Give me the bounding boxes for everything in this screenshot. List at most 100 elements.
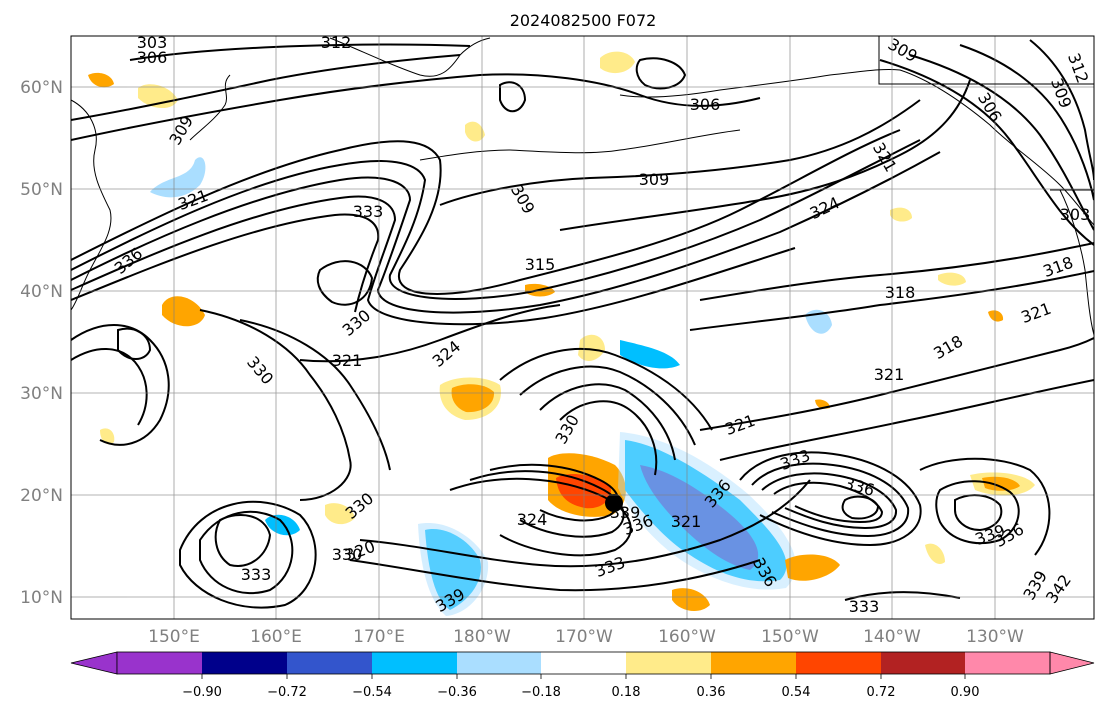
contour-line xyxy=(214,514,272,567)
colorbar: −0.90 −0.72 −0.54 −0.36 −0.18 0.18 0.36 … xyxy=(70,651,1095,700)
colorbar-extend-low xyxy=(70,651,118,675)
contour-label: 333 xyxy=(849,597,880,616)
latitude-labels: 60°N 50°N 40°N 30°N 20°N 10°N xyxy=(20,78,63,608)
contour-line xyxy=(699,242,1094,301)
cold-anomaly-west-halo xyxy=(418,522,489,616)
contour-line xyxy=(1029,39,1094,181)
coastlines xyxy=(71,37,1094,336)
cold-anomaly-outline xyxy=(618,432,796,590)
cyclone-center-marker xyxy=(605,494,623,512)
contour-line xyxy=(959,44,1094,201)
lat-label: 20°N xyxy=(20,486,63,506)
contour-line xyxy=(719,379,1094,461)
lon-label: 140°W xyxy=(863,627,921,647)
contour-line xyxy=(117,327,152,360)
contour-line xyxy=(71,73,761,141)
contour-line xyxy=(71,324,170,446)
lat-label: 10°N xyxy=(20,588,63,608)
shaded-anomaly-fields xyxy=(88,51,1035,616)
warm-anomaly-alaska xyxy=(600,51,635,74)
contour-line xyxy=(559,400,658,476)
map-panel xyxy=(70,35,1095,620)
lon-label: 150°W xyxy=(761,627,819,647)
contour-label: 303 xyxy=(1060,205,1091,224)
contour-line xyxy=(316,260,374,306)
colorbar-bin xyxy=(541,652,626,674)
warm-anomaly-small-5 xyxy=(925,543,945,565)
contour-line xyxy=(239,319,391,471)
contour-line xyxy=(359,479,811,568)
contour-line xyxy=(635,57,687,90)
warm-anomaly-small-6 xyxy=(100,428,115,445)
contour-line xyxy=(919,457,1051,556)
contour-label: 303 xyxy=(137,33,168,52)
warm-anomaly-small-2 xyxy=(465,121,485,142)
contour-line xyxy=(199,510,294,595)
contour-label: 330 xyxy=(332,545,363,564)
cold-anomaly-north xyxy=(150,157,206,198)
contour-line xyxy=(439,99,921,206)
colorbar-bin xyxy=(796,652,881,674)
contour-label: 321 xyxy=(332,351,363,370)
lon-label: 180°W xyxy=(453,627,511,647)
colorbar-tick-label: −0.54 xyxy=(352,685,392,700)
colorbar-tick-label: 0.18 xyxy=(612,685,641,700)
contour-line xyxy=(699,337,1094,431)
contour-line xyxy=(909,54,1094,231)
lat-label: 60°N xyxy=(20,78,63,98)
contour-line xyxy=(71,129,901,295)
warm-anomaly-dateline xyxy=(162,296,205,327)
contour-label: 321 xyxy=(874,365,905,384)
warm-anomaly-east-core xyxy=(982,476,1020,491)
contour-label: 315 xyxy=(525,255,556,274)
contour-line xyxy=(71,54,461,121)
graticule xyxy=(71,36,1094,619)
cold-anomaly-east xyxy=(620,340,680,369)
lat-label: 30°N xyxy=(20,384,63,404)
contour-line xyxy=(689,270,1094,331)
contour-line xyxy=(489,463,620,522)
warm-anomaly-small-8 xyxy=(988,310,1004,322)
colorbar-tick-label: −0.18 xyxy=(521,685,561,700)
colorbar-tick-label: 0.72 xyxy=(867,685,896,700)
contour-label: 312 xyxy=(321,33,352,52)
colorbar-extend-high xyxy=(1049,651,1095,675)
lon-label: 160°W xyxy=(658,627,716,647)
contour-lines xyxy=(71,39,1094,609)
contour-label: 318 xyxy=(885,283,916,302)
contour-label: 306 xyxy=(690,95,721,114)
warm-anomaly-south xyxy=(785,554,840,581)
cold-anomaly-southwest xyxy=(265,514,300,536)
contour-line xyxy=(739,451,922,547)
contour-line xyxy=(954,494,1003,532)
lon-label: 130°W xyxy=(966,627,1024,647)
warm-anomaly-midlat xyxy=(325,503,355,525)
cold-anomaly-core xyxy=(640,465,759,570)
colorbar-bin xyxy=(287,652,372,674)
colorbar-bin xyxy=(711,652,796,674)
warm-anomaly-small-3 xyxy=(890,207,912,222)
colorbar-tick-label: −0.90 xyxy=(182,685,222,700)
contour-label: 321 xyxy=(671,512,702,531)
colorbar-tick-label: −0.72 xyxy=(267,685,307,700)
contour-label: 333 xyxy=(241,565,272,584)
warm-anomaly-pacific-core xyxy=(451,384,495,413)
asia-coastline xyxy=(71,99,112,311)
contour-label: 309 xyxy=(639,170,670,189)
contour-line xyxy=(129,43,471,61)
contour-line xyxy=(879,59,1094,246)
colorbar-bin xyxy=(626,652,711,674)
colorbar-bin xyxy=(965,652,1050,674)
colorbar-ticks xyxy=(201,674,966,679)
map-title: 2024082500 F072 xyxy=(510,11,657,30)
contour-line xyxy=(71,151,941,314)
contour-line xyxy=(841,495,880,520)
kamchatka-coastline xyxy=(189,74,231,141)
colorbar-tick-label: 0.54 xyxy=(782,685,811,700)
contour-line xyxy=(761,472,898,530)
contour-line xyxy=(559,79,971,231)
contour-line xyxy=(935,480,1020,545)
contour-line xyxy=(773,481,884,524)
contour-line xyxy=(199,309,352,501)
